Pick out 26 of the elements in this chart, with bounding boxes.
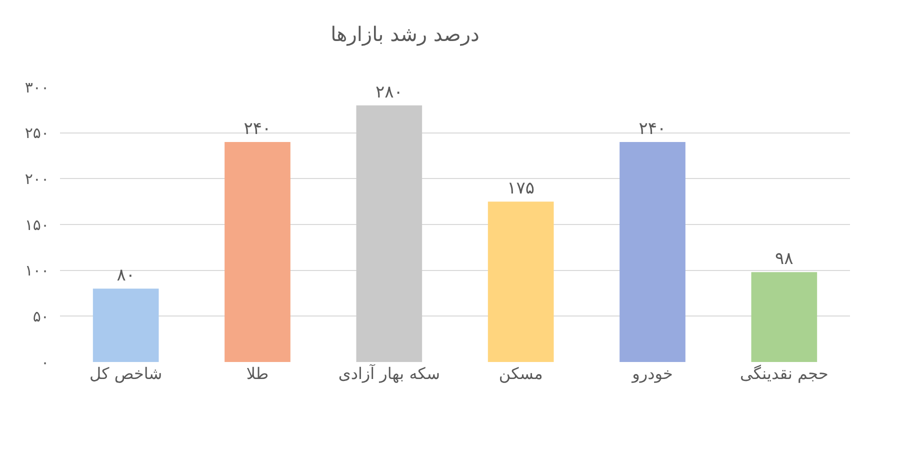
bar: [751, 272, 818, 362]
data-label: ۸۰: [116, 266, 135, 286]
x-tick-label: شاخص کل: [90, 364, 162, 383]
chart-title: درصد رشد بازارها: [330, 22, 480, 46]
data-label: ۲۸۰: [375, 82, 403, 102]
y-tick-label: ۲۵۰: [24, 124, 49, 142]
bar: [92, 288, 159, 362]
data-label: ۲۴۰: [638, 119, 666, 139]
x-tick-label: حجم نقدینگی: [740, 364, 828, 383]
y-tick-label: ۱۰۰: [24, 262, 49, 280]
bar: [488, 202, 554, 362]
y-tick-label: ۰: [40, 353, 49, 372]
bar: [620, 142, 686, 362]
x-tick-label: سکه بهار آزادی: [338, 363, 440, 383]
data-label: ۹۸: [775, 249, 794, 270]
x-tick-label: خودرو: [631, 364, 673, 383]
y-tick-label: ۲۰۰: [24, 170, 49, 188]
bar: [356, 105, 422, 362]
y-tick-label: ۵۰: [32, 307, 49, 326]
y-tick-label: ۱۵۰: [24, 216, 49, 234]
x-tick-label: طلا: [246, 364, 269, 383]
x-tick-label: مسکن: [498, 364, 543, 383]
bar: [224, 142, 290, 362]
y-tick-label: ۳۰۰: [24, 78, 49, 96]
data-label: ۱۷۵: [507, 178, 535, 199]
data-label: ۲۴۰: [244, 119, 272, 139]
